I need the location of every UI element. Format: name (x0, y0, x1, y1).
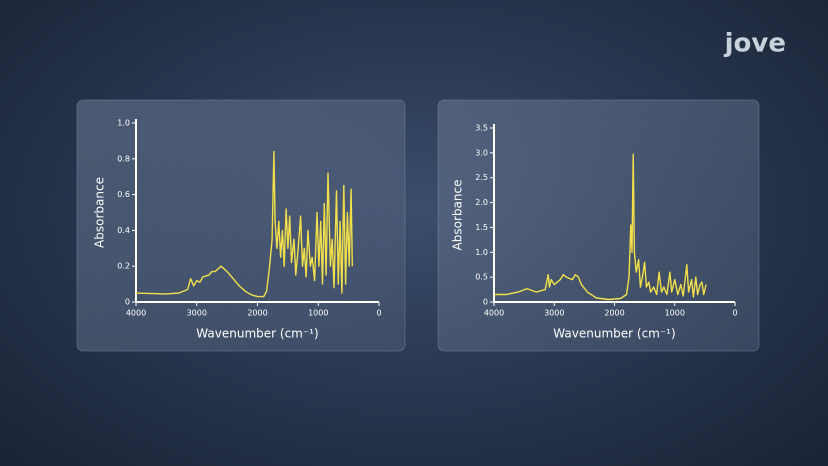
x-tick-label: 1000 (308, 309, 328, 318)
y-tick-label: 2.5 (475, 173, 488, 182)
x-tick-label: 3000 (187, 309, 207, 318)
y-tick-label: 0.4 (117, 226, 130, 235)
y-axis-label: Absorbance (93, 177, 107, 248)
y-tick-label: 1.0 (117, 119, 130, 128)
spectrum-line (135, 150, 353, 298)
x-tick-label: 3000 (544, 309, 564, 318)
y-tick-label: 0 (483, 298, 488, 307)
x-tick-label: 4000 (484, 309, 504, 318)
x-tick-label: 0 (376, 309, 381, 318)
x-axis-label: Wavenumber (cm⁻¹) (196, 327, 318, 341)
x-axis-label: Wavenumber (cm⁻¹) (553, 327, 675, 341)
y-tick-label: 0.2 (117, 262, 130, 271)
x-tick-label: 0 (732, 309, 737, 318)
panel (76, 99, 406, 352)
y-tick-label: 0.8 (117, 154, 130, 163)
x-tick-label: 4000 (126, 309, 146, 318)
y-tick-label: 0.6 (117, 190, 130, 199)
x-tick-label: 2000 (247, 309, 267, 318)
x-tick-label: 1000 (665, 309, 685, 318)
spectrum-line (494, 153, 707, 301)
y-tick-label: 1.0 (475, 248, 488, 257)
y-tick-label: 2.0 (475, 198, 488, 207)
x-tick-label: 2000 (604, 309, 624, 318)
y-tick-label: 0.5 (475, 273, 488, 282)
panel (437, 99, 760, 352)
y-tick-label: 1.5 (475, 223, 488, 232)
y-axis-label: Absorbance (451, 180, 465, 251)
y-tick-label: 3.5 (475, 124, 488, 133)
logo: jove (724, 29, 786, 59)
y-tick-label: 0 (125, 298, 130, 307)
y-tick-label: 3.0 (475, 148, 488, 157)
